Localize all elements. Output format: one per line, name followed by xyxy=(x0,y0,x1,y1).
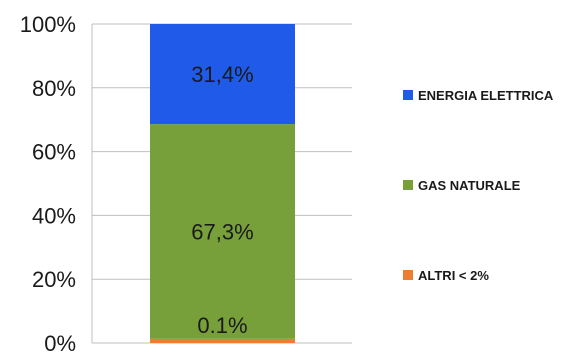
legend-swatch xyxy=(403,270,413,280)
data-label: 0.1% xyxy=(197,313,247,338)
y-tick-label: 100% xyxy=(20,12,76,37)
legend-label: ENERGIA ELETTRICA xyxy=(418,88,554,103)
bar-segment-gas-naturale xyxy=(150,124,295,339)
data-label: 67,3% xyxy=(191,220,253,245)
y-tick-label: 40% xyxy=(32,203,76,228)
y-tick-label: 20% xyxy=(32,267,76,292)
bar-segment-energia-elettrica xyxy=(150,24,295,125)
bar-segment-altri-2 xyxy=(150,338,295,343)
y-tick-label: 80% xyxy=(32,76,76,101)
data-label: 31,4% xyxy=(191,62,253,87)
data-labels: 0.1% 67,3% 31,4% xyxy=(191,62,253,338)
bar-stack xyxy=(150,24,295,343)
y-tick-label: 0% xyxy=(44,331,76,351)
y-axis: 0% 20% 40% 60% 80% 100% xyxy=(20,12,352,356)
legend-label: GAS NATURALE xyxy=(418,178,521,193)
legend-swatch xyxy=(403,90,413,100)
y-tick-label: 60% xyxy=(32,140,76,165)
legend-swatch xyxy=(403,180,413,190)
legend-label: ALTRI < 2% xyxy=(418,268,489,283)
legend: ENERGIA ELETTRICA GAS NATURALE ALTRI < 2% xyxy=(403,88,554,283)
